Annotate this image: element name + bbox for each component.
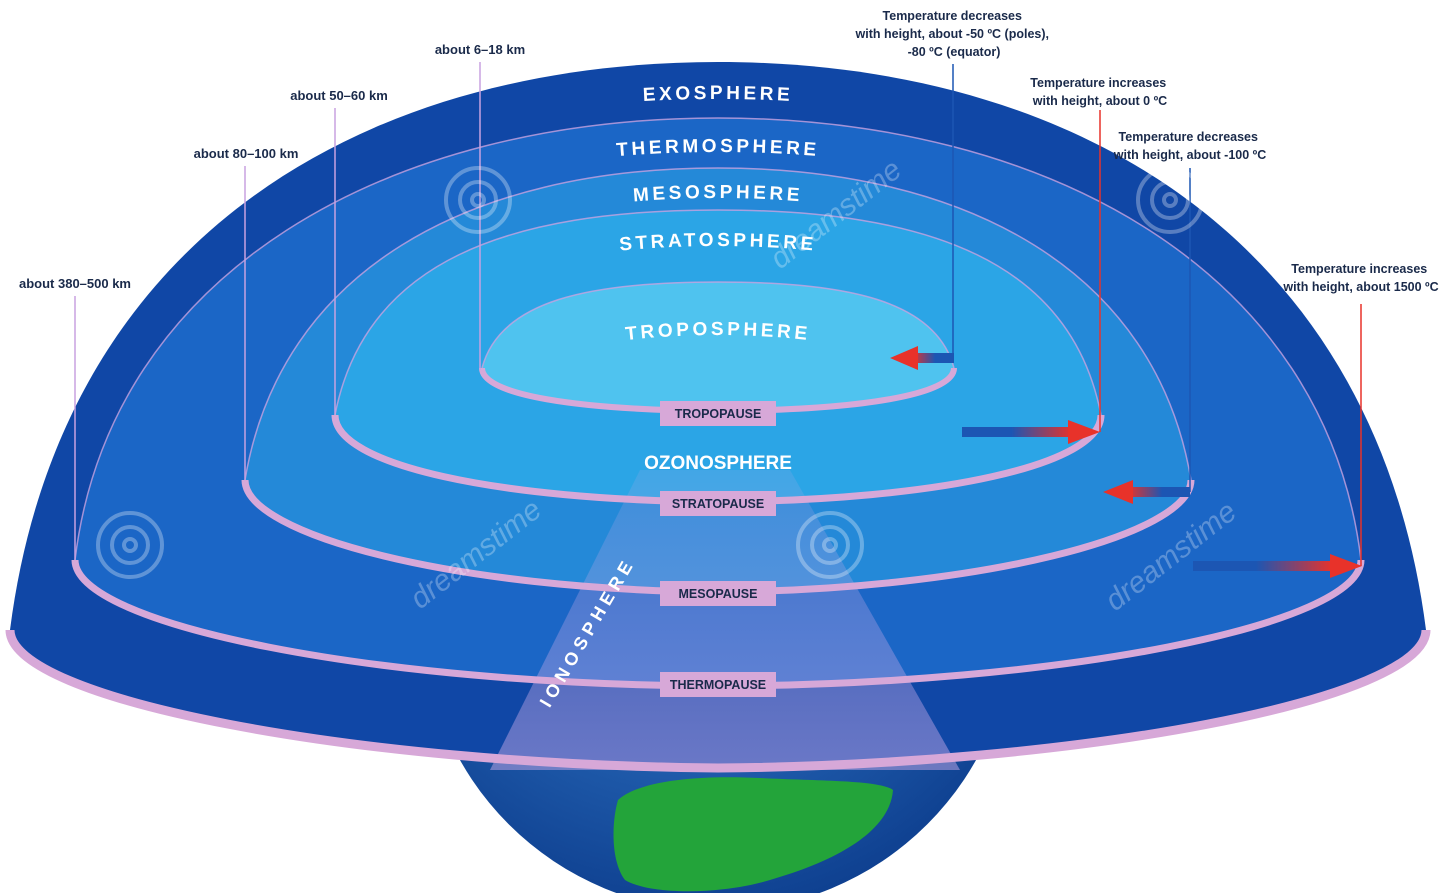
svg-text:THERMOPAUSE: THERMOPAUSE — [670, 678, 766, 692]
troposphere-dome — [482, 282, 954, 411]
thermosphere-label: THERMOSPHERE — [616, 136, 821, 161]
altitude-label-troposphere: about 6–18 km — [435, 42, 525, 57]
temperature-guide-lines — [952, 64, 1362, 566]
pause-label-tropopause: TROPOPAUSE — [660, 401, 776, 426]
exosphere-label: EXOSPHERE — [642, 83, 793, 106]
pause-label-stratopause: STRATOPAUSE — [660, 491, 776, 516]
arrow-thermosphere — [1193, 554, 1362, 578]
temperature-label-thermosphere: Temperature increases with height, about… — [1282, 262, 1438, 294]
land-mass-south — [613, 777, 893, 892]
svg-text:MESOPAUSE: MESOPAUSE — [679, 587, 758, 601]
watermark-spiral-icon — [96, 166, 1204, 579]
temperature-arrows — [890, 346, 1362, 578]
svg-text:STRATOPAUSE: STRATOPAUSE — [672, 497, 764, 511]
pause-label-mesopause: MESOPAUSE — [660, 581, 776, 606]
temperature-label-stratosphere: Temperature increases with height, about… — [1030, 76, 1169, 108]
ozonosphere-label: OZONOSPHERE — [644, 453, 792, 474]
temperature-label-mesosphere: Temperature decreases with height, about… — [1113, 130, 1266, 162]
altitude-guide-lines — [74, 62, 481, 560]
altitude-label-mesosphere: about 80–100 km — [194, 146, 299, 161]
altitude-label-thermosphere: about 380–500 km — [19, 276, 131, 291]
altitude-label-stratosphere: about 50–60 km — [290, 88, 388, 103]
dome-rims — [74, 117, 1362, 561]
mesosphere-label: MESOSPHERE — [632, 182, 803, 206]
arrow-troposphere — [890, 346, 954, 370]
pause-label-thermopause: THERMOPAUSE — [660, 672, 776, 697]
arrow-mesosphere — [1103, 480, 1190, 504]
svg-text:TROPOPAUSE: TROPOPAUSE — [675, 407, 762, 421]
temperature-label-troposphere: Temperature decreases with height, about… — [855, 9, 1053, 59]
arrow-stratosphere — [962, 420, 1100, 444]
ionosphere-beam — [490, 470, 960, 770]
